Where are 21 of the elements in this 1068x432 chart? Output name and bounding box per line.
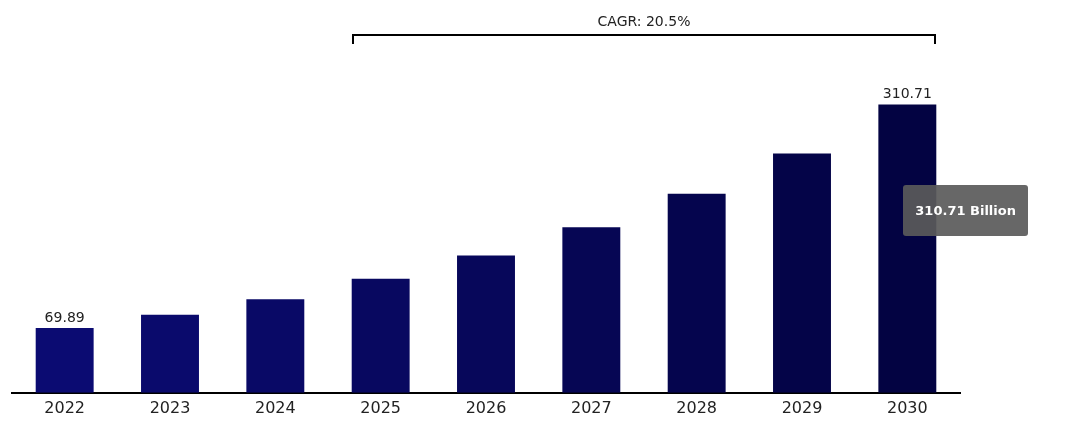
x-tick-label: 2024 xyxy=(254,397,296,417)
bar xyxy=(35,327,94,393)
bar xyxy=(667,193,726,393)
x-tick-label: 2026 xyxy=(465,397,507,417)
bar xyxy=(351,278,410,393)
text: CAGR: 20.5% xyxy=(597,13,691,29)
x-tick-label: 2022 xyxy=(44,397,86,417)
x-tick-label: 2028 xyxy=(676,397,718,417)
x-tick-label: 2029 xyxy=(781,397,823,417)
x-tick-label: 2025 xyxy=(360,397,402,417)
x-tick-label: 2023 xyxy=(149,397,191,417)
data-label: 69.89 xyxy=(44,308,85,325)
x-tick-label: 2030 xyxy=(886,397,928,417)
bar xyxy=(141,314,199,393)
bar xyxy=(457,255,515,393)
x-tick-label: 2027 xyxy=(570,397,612,417)
bar xyxy=(562,227,621,393)
bar xyxy=(246,299,305,393)
bar xyxy=(773,153,831,393)
data-label: 310.71 xyxy=(882,85,932,102)
tooltip: 310.71 Billion xyxy=(903,185,1028,237)
